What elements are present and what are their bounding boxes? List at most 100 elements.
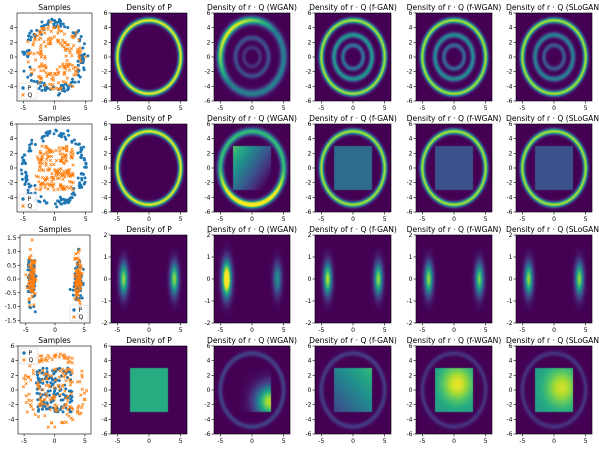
sample-point-q [62,374,66,379]
y-tick-label: -6 [407,98,413,105]
sample-point-p [26,263,30,267]
sample-point-q [66,47,70,51]
sample-point-q [35,51,40,55]
sample-point-p [30,138,34,142]
sample-point-q [63,70,67,75]
density-heatmap [315,346,391,434]
sample-point-q [75,292,80,296]
sample-point-q [29,378,33,382]
sample-point-p [59,22,63,26]
sample-point-p [73,193,77,197]
sample-point-p [63,25,67,29]
y-tick-label: 2 [409,150,413,157]
x-tick-label: -5 [519,327,525,334]
sample-point-p [59,131,63,135]
sample-point-p [67,133,71,137]
y-tick-label: -4 [306,83,312,90]
sample-point-q [48,398,52,402]
sample-point-q [39,30,43,35]
x-tick-label: -5 [318,105,324,112]
sample-point-q [80,375,84,379]
density-heatmap [111,346,187,434]
sample-point-q [54,86,58,91]
sample-point-q [70,368,74,372]
sample-point-p [26,268,30,272]
sample-point-q [40,144,44,148]
sample-point-p [61,22,65,26]
sample-point-p [81,59,85,63]
y-tick-label: 6 [104,343,108,350]
panel-title: Density of r · Q (WGAN) [207,3,297,12]
sample-point-q [61,152,65,156]
panel-title: Density of r · Q (WGAN) [207,336,297,345]
y-tick-label: 4 [104,358,108,365]
sample-point-q [73,69,78,73]
sample-point-q [61,38,65,43]
sample-point-q [34,174,39,178]
y-tick-label: 0 [308,276,312,283]
sample-point-p [38,369,42,373]
sample-point-p [82,66,86,70]
x-tick-label: 5 [484,438,488,445]
x-tick-label: 0 [351,327,355,334]
y-tick-label: -2 [407,402,413,409]
sample-point-p [24,174,28,178]
x-tick-label: 5 [282,438,286,445]
sample-point-q [54,408,58,413]
sample-point-q [45,372,49,376]
sample-point-q [49,374,54,378]
sample-point-q [31,285,36,290]
sample-point-q [56,26,61,30]
sample-point-q [31,43,35,47]
sample-point-q [24,394,28,398]
sample-point-p [83,52,87,56]
sample-point-q [76,409,80,413]
y-tick-label: -2 [205,180,211,187]
sample-point-q [71,66,76,71]
panel-title: Density of r · Q (f-WGAN) [407,114,502,123]
sample-point-q [48,166,52,171]
y-tick-label: 6 [308,343,312,350]
sample-point-p [29,78,33,82]
sample-point-q [28,364,32,368]
sample-point-q [51,26,56,30]
panel-title: Density of r · Q (f-WGAN) [407,336,502,345]
sample-point-q [54,158,59,163]
sample-point-q [28,266,33,270]
y-tick-label: 0.5 [7,262,17,269]
y-tick-label: 0 [509,165,513,172]
sample-point-q [56,383,60,388]
sample-point-p [67,389,71,393]
x-tick-label: 5 [484,216,488,223]
sample-point-q [28,304,32,308]
sample-point-q [54,367,58,371]
legend-marker-p [21,197,25,201]
x-tick-label: 0 [250,327,254,334]
sample-point-q [29,264,34,268]
sample-point-q [63,64,67,69]
sample-point-p [61,392,65,396]
sample-point-p [24,180,28,184]
sample-point-p [84,162,88,166]
sample-point-q [29,399,34,403]
sample-point-q [56,87,60,91]
sample-point-p [39,195,43,199]
sample-point-q [77,298,81,302]
y-tick-label: -2 [205,320,211,327]
sample-point-p [21,159,25,163]
sample-point-q [42,372,47,377]
panel-title: Density of P [126,114,172,123]
density-heatmap [516,346,592,434]
y-tick-label: -6 [306,98,312,105]
density-heatmap [214,124,290,212]
sample-point-q [44,163,48,167]
sample-point-q [58,149,62,153]
sample-point-q [76,47,80,52]
x-tick-label: 0 [552,438,556,445]
sample-point-q [47,355,52,360]
sample-point-q [36,381,40,385]
sample-point-q [30,260,34,265]
sample-point-p [43,404,47,408]
x-tick-label: 5 [282,327,286,334]
sample-point-q [64,420,69,424]
